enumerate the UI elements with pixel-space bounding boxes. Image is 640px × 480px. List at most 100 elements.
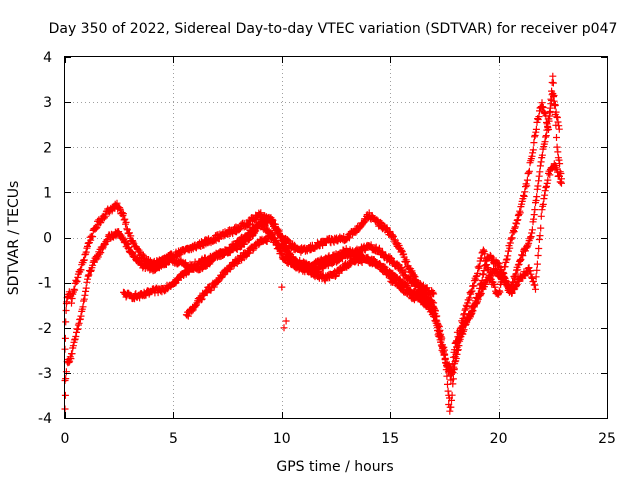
data-point: [473, 294, 481, 302]
x-tick-label: 25: [598, 431, 616, 447]
data-point: [278, 283, 286, 291]
data-point: [81, 291, 89, 299]
data-point: [478, 277, 486, 284]
data-point: [536, 162, 544, 170]
data-point: [248, 230, 256, 237]
data-point: [278, 233, 286, 241]
data-point: [550, 97, 558, 105]
data-point: [526, 267, 534, 275]
data-point: [73, 277, 81, 285]
data-point: [513, 220, 521, 228]
data-point: [435, 328, 443, 336]
data-point: [530, 215, 538, 223]
data-point: [275, 227, 283, 235]
x-tick-label: 5: [169, 431, 178, 447]
data-point: [532, 273, 540, 281]
data-point: [450, 365, 458, 373]
data-point: [535, 177, 543, 185]
data-point: [436, 332, 444, 340]
data-point: [495, 260, 503, 268]
data-point: [537, 224, 545, 232]
data-point: [533, 260, 541, 268]
data-point: [543, 126, 551, 134]
data-point: [509, 279, 517, 287]
data-point: [537, 158, 545, 166]
data-point: [553, 134, 560, 141]
data-point: [534, 252, 542, 259]
data-point: [74, 321, 82, 329]
data-point: [89, 233, 97, 241]
y-tick-label: -2: [38, 321, 52, 337]
plot-frame: [64, 56, 608, 419]
data-point: [460, 326, 468, 334]
data-point: [546, 108, 554, 115]
data-point: [468, 309, 476, 317]
data-point: [448, 391, 456, 399]
data-point: [541, 187, 549, 195]
data-point: [461, 321, 469, 329]
data-point: [124, 240, 131, 248]
data-point: [61, 391, 69, 399]
data-point: [87, 267, 95, 275]
data-point: [268, 216, 276, 223]
data-point: [120, 210, 127, 218]
data-point: [441, 350, 449, 358]
data-point: [467, 288, 475, 296]
data-point: [523, 176, 531, 184]
y-tick-label: 2: [43, 140, 52, 156]
y-tick-labels: -4 -3 -2 -1 0 1 2 3 4: [38, 50, 52, 427]
data-point: [455, 342, 463, 350]
data-point: [538, 151, 546, 159]
data-point: [535, 245, 543, 252]
data-point: [549, 79, 557, 87]
x-tick-label: 20: [490, 431, 508, 447]
data-point: [524, 241, 532, 249]
y-tick-label: -1: [38, 276, 52, 292]
data-point: [71, 286, 79, 294]
data-point: [445, 401, 453, 408]
data-point: [528, 229, 536, 237]
data-point: [61, 334, 69, 342]
data-point: [544, 176, 552, 184]
data-point: [510, 228, 518, 236]
data-point: [101, 214, 108, 222]
data-point: [423, 295, 430, 303]
x-axis-label: GPS time / hours: [276, 459, 393, 475]
data-point: [537, 212, 545, 220]
data-point: [512, 270, 520, 278]
data-point: [533, 193, 541, 201]
data-point: [280, 324, 288, 332]
data-point: [62, 368, 70, 376]
data-point: [113, 199, 121, 207]
data-point: [540, 108, 548, 116]
data-point: [477, 281, 485, 289]
data-point: [263, 238, 271, 245]
data-point: [542, 133, 550, 141]
data-point: [541, 191, 549, 199]
x-tick-labels: 0 5 10 15 20 25: [61, 431, 616, 447]
data-point: [545, 115, 553, 123]
data-point: [534, 182, 542, 190]
data-point: [80, 297, 88, 305]
data-point: [533, 266, 541, 274]
y-tick-label: 1: [43, 185, 52, 201]
data-point: [555, 125, 563, 133]
data-point: [539, 200, 547, 208]
data-point: [554, 168, 562, 176]
data-point: [540, 195, 548, 203]
data-point: [432, 312, 439, 320]
data-point: [472, 299, 480, 307]
data-point: [84, 272, 92, 280]
data-point: [531, 132, 539, 139]
x-tick-label: 10: [273, 431, 291, 447]
data-point: [430, 307, 438, 314]
data-point: [282, 317, 290, 325]
data-point: [255, 241, 263, 249]
data-point: [528, 226, 536, 234]
data-point: [97, 219, 105, 226]
data-point: [496, 288, 504, 296]
data-point: [433, 317, 441, 325]
data-point: [542, 132, 550, 140]
axis-ticks: [65, 57, 608, 419]
